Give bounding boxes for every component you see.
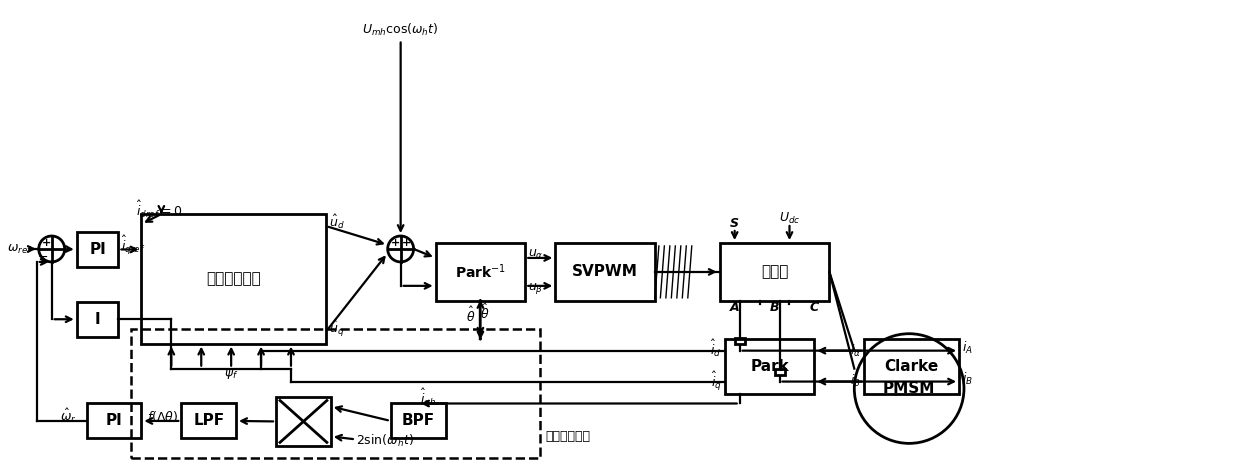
Text: $2\sin(\omega_h t)$: $2\sin(\omega_h t)$ (356, 433, 414, 449)
Text: $\omega_{ref}$: $\omega_{ref}$ (7, 242, 32, 256)
Text: 位置估计模块: 位置估计模块 (546, 431, 590, 443)
Text: LPF: LPF (193, 414, 224, 429)
Bar (141, 214, 326, 344)
Text: 电流解耦结构: 电流解耦结构 (206, 272, 262, 287)
Text: +: + (402, 238, 410, 248)
Text: $\hat{i}_{qh}$: $\hat{i}_{qh}$ (420, 387, 436, 410)
Bar (77, 302, 119, 337)
Text: +: + (391, 238, 399, 248)
Bar (734, 338, 745, 344)
Text: 逆变器: 逆变器 (761, 265, 789, 280)
Bar (864, 339, 959, 393)
Bar (435, 243, 526, 301)
Bar (87, 403, 141, 439)
Text: PMSM: PMSM (883, 381, 935, 396)
Text: Park: Park (750, 359, 789, 374)
Bar (181, 403, 236, 439)
Text: $u_\alpha$: $u_\alpha$ (528, 249, 544, 262)
Text: $\hat{\theta}$: $\hat{\theta}$ (480, 303, 489, 322)
Text: $\hat{u}_q$: $\hat{u}_q$ (329, 319, 345, 339)
Text: $\hat{i}_{qref}$: $\hat{i}_{qref}$ (122, 234, 146, 257)
Bar (775, 369, 785, 375)
Text: $i_A$: $i_A$ (962, 340, 973, 356)
Bar (131, 329, 541, 458)
Bar (556, 243, 655, 301)
Bar (724, 339, 815, 393)
Text: Clarke: Clarke (884, 359, 939, 374)
Text: +: + (42, 238, 51, 248)
Bar (719, 243, 830, 301)
Text: B: B (770, 301, 779, 314)
Text: $\psi_f$: $\psi_f$ (224, 367, 238, 380)
Text: $f(\Delta\theta)$: $f(\Delta\theta)$ (148, 409, 179, 424)
Text: $i_B$: $i_B$ (962, 371, 973, 386)
Text: I: I (94, 312, 100, 327)
Text: A: A (730, 301, 739, 314)
Text: SVPWM: SVPWM (572, 265, 639, 280)
Text: $U_{mh}\cos(\omega_h t)$: $U_{mh}\cos(\omega_h t)$ (362, 22, 439, 38)
Bar (77, 232, 119, 267)
Text: $\hat{i}_q$: $\hat{i}_q$ (711, 370, 722, 393)
Text: S: S (730, 217, 739, 229)
Text: $u_\beta$: $u_\beta$ (528, 281, 543, 296)
Text: $i_\beta$: $i_\beta$ (851, 372, 862, 391)
Text: C: C (810, 301, 818, 314)
Text: $\hat{i}_{dref}=0$: $\hat{i}_{dref}=0$ (136, 198, 182, 219)
Text: PI: PI (89, 242, 105, 257)
Text: PI: PI (105, 414, 123, 429)
Text: BPF: BPF (402, 414, 435, 429)
Text: $\hat{u}_d$: $\hat{u}_d$ (329, 213, 345, 231)
Bar (277, 396, 331, 446)
Text: $-$: $-$ (37, 250, 48, 263)
Text: $\hat{\theta}$: $\hat{\theta}$ (466, 306, 475, 325)
Text: $U_{dc}$: $U_{dc}$ (779, 211, 800, 226)
Text: Park$^{-1}$: Park$^{-1}$ (455, 263, 506, 281)
Text: $\hat{i}_d$: $\hat{i}_d$ (711, 338, 722, 359)
Bar (391, 403, 445, 439)
Text: $\hat{\omega}_r$: $\hat{\omega}_r$ (60, 407, 77, 425)
Text: $i_\alpha$: $i_\alpha$ (851, 343, 862, 359)
